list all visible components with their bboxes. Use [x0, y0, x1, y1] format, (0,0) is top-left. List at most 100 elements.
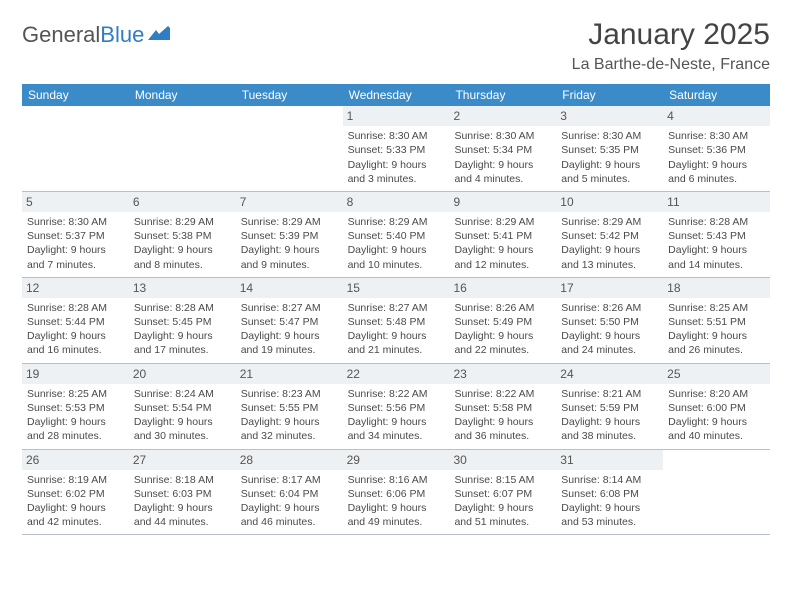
day-cell: 22 Sunrise: 8:22 AMSunset: 5:56 PMDayligh… [343, 364, 450, 449]
day-cell [236, 106, 343, 191]
day-details: Sunrise: 8:28 AMSunset: 5:45 PMDaylight:… [134, 301, 231, 358]
day-cell: 2Sunrise: 8:30 AMSunset: 5:34 PMDaylight… [449, 106, 556, 191]
day-cell: 27 Sunrise: 8:18 AMSunset: 6:03 PMDayligh… [129, 450, 236, 535]
day-cell: 5 Sunrise: 8:30 AMSunset: 5:37 PMDaylight… [22, 192, 129, 277]
day-details: Sunrise: 8:29 AMSunset: 5:38 PMDaylight:… [134, 215, 231, 272]
day-header-row: SundayMondayTuesdayWednesdayThursdayFrid… [22, 84, 770, 106]
day-cell: 8Sunrise: 8:29 AMSunset: 5:40 PMDaylight… [343, 192, 450, 277]
day-details: Sunrise: 8:29 AMSunset: 5:41 PMDaylight:… [454, 215, 551, 272]
day-cell: 6Sunrise: 8:29 AMSunset: 5:38 PMDaylight… [129, 192, 236, 277]
week-row: 1 Sunrise: 8:30 AMSunset: 5:33 PMDaylight… [22, 106, 770, 192]
day-details: Sunrise: 8:28 AMSunset: 5:43 PMDaylight:… [668, 215, 765, 272]
day-cell: 7Sunrise: 8:29 AMSunset: 5:39 PMDaylight… [236, 192, 343, 277]
day-cell: 26 Sunrise: 8:19 AMSunset: 6:02 PMDayligh… [22, 450, 129, 535]
day-number: 25 [663, 364, 770, 384]
day-cell: 1 Sunrise: 8:30 AMSunset: 5:33 PMDaylight… [343, 106, 450, 191]
day-number: 27 [129, 450, 236, 470]
wave-icon [148, 22, 170, 48]
day-details: Sunrise: 8:21 AMSunset: 5:59 PMDaylight:… [561, 387, 658, 444]
title-block: January 2025 La Barthe-de-Neste, France [572, 18, 770, 74]
day-details: Sunrise: 8:25 AMSunset: 5:53 PMDaylight:… [27, 387, 124, 444]
day-details: Sunrise: 8:22 AMSunset: 5:58 PMDaylight:… [454, 387, 551, 444]
weeks-container: 1 Sunrise: 8:30 AMSunset: 5:33 PMDaylight… [22, 106, 770, 535]
day-cell [129, 106, 236, 191]
calendar-page: GeneralBlue January 2025 La Barthe-de-Ne… [0, 0, 792, 553]
day-cell: 25 Sunrise: 8:20 AMSunset: 6:00 PMDayligh… [663, 364, 770, 449]
day-number: 22 [343, 364, 450, 384]
day-number: 28 [236, 450, 343, 470]
day-number: 29 [343, 450, 450, 470]
location-label: La Barthe-de-Neste, France [572, 56, 770, 74]
brand-part2: Blue [100, 22, 144, 48]
day-details: Sunrise: 8:30 AMSunset: 5:34 PMDaylight:… [454, 129, 551, 186]
day-number: 4 [663, 106, 770, 126]
day-cell: 20 Sunrise: 8:24 AMSunset: 5:54 PMDayligh… [129, 364, 236, 449]
page-header: GeneralBlue January 2025 La Barthe-de-Ne… [22, 18, 770, 74]
day-details: Sunrise: 8:24 AMSunset: 5:54 PMDaylight:… [134, 387, 231, 444]
day-number: 17 [556, 278, 663, 298]
day-details: Sunrise: 8:27 AMSunset: 5:48 PMDaylight:… [348, 301, 445, 358]
day-number: 26 [22, 450, 129, 470]
day-cell: 23Sunrise: 8:22 AMSunset: 5:58 PMDayligh… [449, 364, 556, 449]
day-cell: 3 Sunrise: 8:30 AMSunset: 5:35 PMDaylight… [556, 106, 663, 191]
day-details: Sunrise: 8:22 AMSunset: 5:56 PMDaylight:… [348, 387, 445, 444]
day-number: 14 [236, 278, 343, 298]
day-header: Thursday [449, 84, 556, 106]
day-details: Sunrise: 8:14 AMSunset: 6:08 PMDaylight:… [561, 473, 658, 530]
day-details: Sunrise: 8:18 AMSunset: 6:03 PMDaylight:… [134, 473, 231, 530]
day-cell: 21Sunrise: 8:23 AMSunset: 5:55 PMDayligh… [236, 364, 343, 449]
day-number: 12 [22, 278, 129, 298]
day-number: 20 [129, 364, 236, 384]
day-details: Sunrise: 8:30 AMSunset: 5:37 PMDaylight:… [27, 215, 124, 272]
day-header: Tuesday [236, 84, 343, 106]
day-cell: 11Sunrise: 8:28 AMSunset: 5:43 PMDayligh… [663, 192, 770, 277]
day-cell [22, 106, 129, 191]
day-details: Sunrise: 8:30 AMSunset: 5:35 PMDaylight:… [561, 129, 658, 186]
day-cell: 15Sunrise: 8:27 AMSunset: 5:48 PMDayligh… [343, 278, 450, 363]
day-details: Sunrise: 8:29 AMSunset: 5:42 PMDaylight:… [561, 215, 658, 272]
day-details: Sunrise: 8:29 AMSunset: 5:39 PMDaylight:… [241, 215, 338, 272]
day-header: Sunday [22, 84, 129, 106]
day-cell: 30Sunrise: 8:15 AMSunset: 6:07 PMDayligh… [449, 450, 556, 535]
day-number: 21 [236, 364, 343, 384]
day-cell: 31 Sunrise: 8:14 AMSunset: 6:08 PMDayligh… [556, 450, 663, 535]
day-details: Sunrise: 8:26 AMSunset: 5:49 PMDaylight:… [454, 301, 551, 358]
day-cell [663, 450, 770, 535]
day-cell: 17 Sunrise: 8:26 AMSunset: 5:50 PMDayligh… [556, 278, 663, 363]
day-number: 9 [449, 192, 556, 212]
day-cell: 29Sunrise: 8:16 AMSunset: 6:06 PMDayligh… [343, 450, 450, 535]
day-number: 18 [663, 278, 770, 298]
day-cell: 10Sunrise: 8:29 AMSunset: 5:42 PMDayligh… [556, 192, 663, 277]
day-details: Sunrise: 8:30 AMSunset: 5:36 PMDaylight:… [668, 129, 765, 186]
calendar-grid: SundayMondayTuesdayWednesdayThursdayFrid… [22, 84, 770, 535]
day-cell: 12Sunrise: 8:28 AMSunset: 5:44 PMDayligh… [22, 278, 129, 363]
day-cell: 9 Sunrise: 8:29 AMSunset: 5:41 PMDaylight… [449, 192, 556, 277]
week-row: 26 Sunrise: 8:19 AMSunset: 6:02 PMDayligh… [22, 450, 770, 536]
day-details: Sunrise: 8:29 AMSunset: 5:40 PMDaylight:… [348, 215, 445, 272]
day-number: 5 [22, 192, 129, 212]
brand-logo: GeneralBlue [22, 22, 170, 48]
day-number: 13 [129, 278, 236, 298]
day-details: Sunrise: 8:20 AMSunset: 6:00 PMDaylight:… [668, 387, 765, 444]
day-number: 19 [22, 364, 129, 384]
day-header: Wednesday [343, 84, 450, 106]
day-header: Monday [129, 84, 236, 106]
week-row: 12Sunrise: 8:28 AMSunset: 5:44 PMDayligh… [22, 278, 770, 364]
day-number: 31 [556, 450, 663, 470]
day-details: Sunrise: 8:17 AMSunset: 6:04 PMDaylight:… [241, 473, 338, 530]
day-number: 16 [449, 278, 556, 298]
day-cell: 24Sunrise: 8:21 AMSunset: 5:59 PMDayligh… [556, 364, 663, 449]
day-number: 3 [556, 106, 663, 126]
day-details: Sunrise: 8:30 AMSunset: 5:33 PMDaylight:… [348, 129, 445, 186]
day-number: 1 [343, 106, 450, 126]
day-details: Sunrise: 8:26 AMSunset: 5:50 PMDaylight:… [561, 301, 658, 358]
day-header: Saturday [663, 84, 770, 106]
brand-part1: General [22, 22, 100, 48]
day-cell: 4 Sunrise: 8:30 AMSunset: 5:36 PMDaylight… [663, 106, 770, 191]
week-row: 5 Sunrise: 8:30 AMSunset: 5:37 PMDaylight… [22, 192, 770, 278]
day-cell: 13 Sunrise: 8:28 AMSunset: 5:45 PMDayligh… [129, 278, 236, 363]
month-title: January 2025 [572, 18, 770, 52]
day-details: Sunrise: 8:19 AMSunset: 6:02 PMDaylight:… [27, 473, 124, 530]
day-details: Sunrise: 8:25 AMSunset: 5:51 PMDaylight:… [668, 301, 765, 358]
day-cell: 28 Sunrise: 8:17 AMSunset: 6:04 PMDayligh… [236, 450, 343, 535]
